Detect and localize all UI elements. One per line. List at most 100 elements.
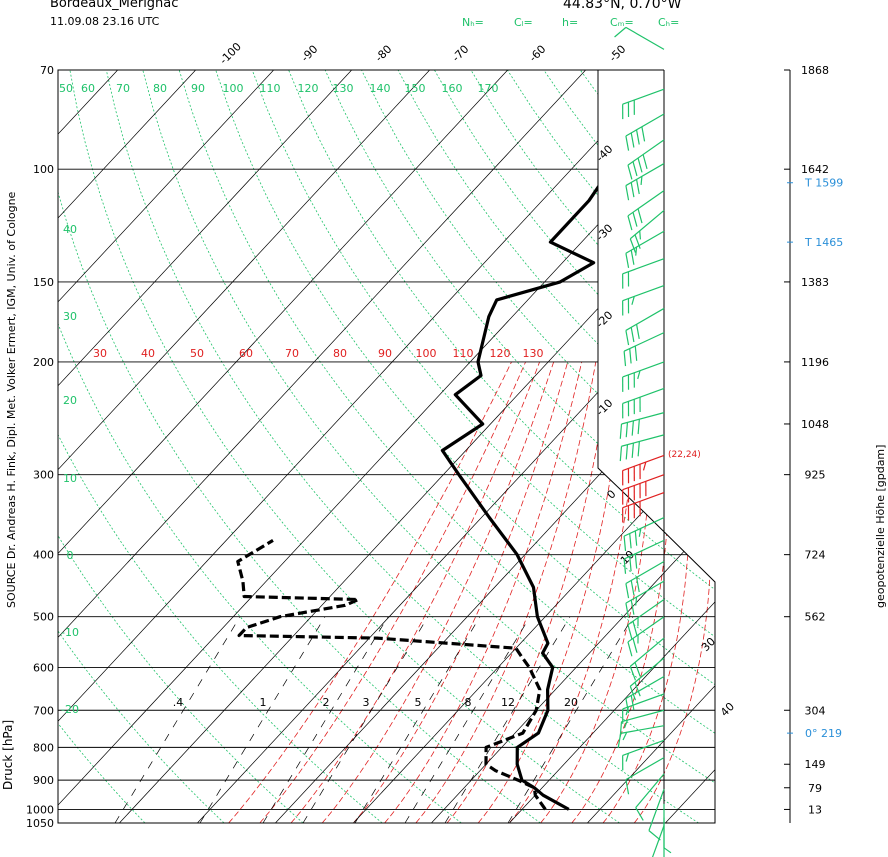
dewpoint-profile bbox=[236, 539, 547, 811]
wind-barb-staff bbox=[629, 209, 665, 240]
isotherm bbox=[58, 70, 586, 823]
wind-barb-flag bbox=[634, 530, 638, 546]
moist-adiabat bbox=[477, 361, 625, 823]
wind-barb-flag bbox=[630, 132, 635, 148]
wind-barb-flag bbox=[634, 345, 638, 361]
wind-barb-staff bbox=[629, 637, 665, 667]
wind-barb-flag bbox=[641, 126, 646, 142]
wind-barb-staff bbox=[625, 113, 665, 137]
wind-barb-flag bbox=[625, 422, 629, 438]
wind-barb bbox=[627, 139, 665, 180]
wind-barb bbox=[622, 285, 665, 316]
wind-barb-staff bbox=[651, 825, 665, 857]
wind-barb-flag bbox=[629, 686, 637, 701]
cloud-h-label: h= bbox=[562, 16, 579, 29]
wind-barb bbox=[622, 387, 665, 419]
wind-barb-flag bbox=[632, 621, 638, 636]
wind-barb-flag bbox=[629, 238, 637, 253]
wind-barb bbox=[625, 580, 665, 618]
pressure-tick-label: 900 bbox=[33, 774, 54, 787]
moist-adiabat-label: 110 bbox=[453, 347, 474, 360]
dry-adiabat-label: 110 bbox=[260, 82, 281, 95]
wind-barb bbox=[625, 230, 665, 268]
dry-adiabat bbox=[142, 70, 715, 823]
wind-barb-flag bbox=[638, 528, 642, 537]
wind-barb bbox=[619, 412, 665, 439]
wind-barb-flag bbox=[627, 164, 633, 180]
isotherm-label: -20 bbox=[594, 309, 616, 331]
height-label: 1048 bbox=[801, 418, 829, 431]
wind-barb-flag bbox=[630, 580, 635, 596]
isotherm bbox=[58, 70, 352, 823]
wind-barb-flag bbox=[625, 603, 630, 618]
wind-barb-flag bbox=[627, 641, 633, 657]
moist-adiabat bbox=[290, 361, 540, 823]
pressure-tick-label: 400 bbox=[33, 549, 54, 562]
wind-barb-flag bbox=[631, 420, 634, 436]
wind-barb bbox=[622, 492, 665, 523]
wind-barb-flag bbox=[640, 176, 643, 185]
moist-adiabat-label: 80 bbox=[333, 347, 347, 360]
height-label: 1196 bbox=[801, 356, 829, 369]
wind-barb bbox=[622, 739, 665, 771]
isotherm bbox=[587, 70, 715, 823]
wind-barb-flag bbox=[625, 698, 630, 714]
wind-barb-staff bbox=[625, 560, 665, 585]
right-axis-label: geopotenzielle Höhe [gpdam] bbox=[874, 444, 887, 608]
height-label: 304 bbox=[805, 704, 826, 717]
height-label: 13 bbox=[808, 803, 822, 816]
height-label: 724 bbox=[805, 549, 826, 562]
mixing-ratio-label: 12 bbox=[501, 696, 515, 709]
mixing-ratio-line bbox=[507, 616, 634, 823]
wind-barb bbox=[629, 637, 665, 681]
wind-barb-staff bbox=[625, 163, 665, 187]
moist-adiabat-label: 100 bbox=[416, 347, 437, 360]
wind-barb-flag bbox=[625, 753, 630, 762]
dry-adiabat bbox=[58, 70, 541, 823]
wind-barb-staff bbox=[627, 616, 665, 643]
moist-adiabat-label: 30 bbox=[93, 347, 107, 360]
pressure-tick-label: 200 bbox=[33, 356, 54, 369]
pressure-tick-label: 150 bbox=[33, 276, 54, 289]
wind-barb bbox=[629, 657, 665, 701]
wind-barb-flag bbox=[625, 444, 629, 460]
height-label: 562 bbox=[805, 611, 826, 624]
wind-barb-staff bbox=[622, 454, 665, 472]
cloud-ch-label: Cₕ= bbox=[658, 16, 680, 29]
wind-barb-flag bbox=[629, 533, 632, 549]
pressure-tick-label: 500 bbox=[33, 611, 54, 624]
dry-adiabat-label: -10 bbox=[61, 626, 79, 639]
wind-barb bbox=[625, 675, 665, 714]
moist-adiabat-label: 70 bbox=[285, 347, 299, 360]
level-marker-label: T 1599 bbox=[804, 177, 843, 190]
wind-barb-staff bbox=[623, 539, 665, 560]
wind-barb bbox=[617, 725, 665, 749]
wind-barb-flag bbox=[630, 599, 635, 615]
wind-barb bbox=[622, 88, 665, 120]
cloud-nh-label: Nₕ= bbox=[462, 16, 484, 29]
wind-barb bbox=[625, 560, 665, 599]
wind-barb-flag bbox=[619, 423, 623, 439]
dry-adiabat-label: -20 bbox=[61, 703, 79, 716]
isotherm bbox=[58, 70, 664, 823]
wind-barb-flag bbox=[642, 154, 648, 170]
wind-barb bbox=[625, 163, 665, 201]
wind-barb bbox=[663, 803, 672, 854]
wind-barb-staff bbox=[622, 739, 665, 756]
wind-barb bbox=[663, 817, 665, 857]
pressure-tick-label: 70 bbox=[40, 64, 54, 77]
wind-barb-flag bbox=[637, 157, 643, 173]
wind-barb bbox=[623, 332, 665, 367]
mixing-ratio-line bbox=[262, 616, 389, 823]
moist-adiabat-label: 90 bbox=[378, 347, 392, 360]
isotherm-label: -100 bbox=[217, 40, 244, 67]
dry-adiabat bbox=[58, 70, 304, 823]
wind-barb bbox=[622, 361, 665, 392]
isotherm bbox=[509, 70, 715, 823]
wind-barb-flag bbox=[635, 807, 644, 821]
observation-datetime: 11.09.08 23.16 UTC bbox=[50, 15, 160, 28]
isotherm-label: 40 bbox=[718, 700, 737, 719]
plot-frame bbox=[57, 69, 716, 824]
wind-barb-flag bbox=[637, 370, 641, 380]
